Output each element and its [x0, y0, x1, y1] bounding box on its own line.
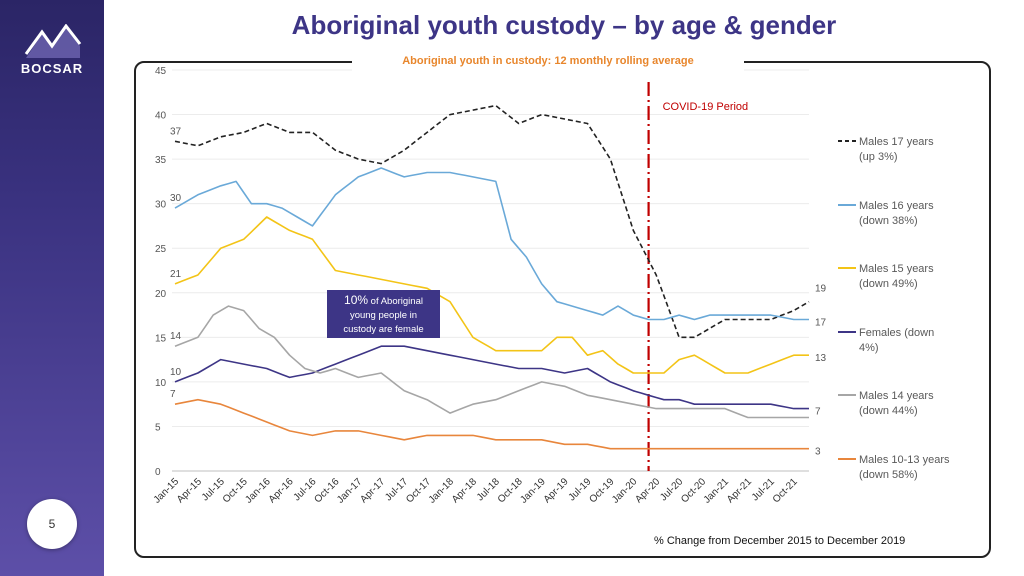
- footnote: % Change from December 2015 to December …: [654, 535, 906, 547]
- y-tick-label: 25: [155, 244, 167, 255]
- series-line-males17: [174, 104, 810, 339]
- covid-period-label: COVID-19 Period: [663, 101, 749, 113]
- callout-text-1: of Aboriginal: [368, 296, 423, 307]
- female-share-callout: 10% of Aboriginal young people in custod…: [327, 290, 440, 338]
- x-tick-label: Oct-21: [771, 476, 800, 505]
- y-tick-label: 40: [155, 111, 167, 122]
- x-tick-label: Jan-17: [335, 476, 365, 506]
- callout-text-2: young people in: [349, 310, 418, 321]
- series-line-males15: [174, 216, 809, 374]
- y-tick-label: 15: [155, 333, 167, 344]
- y-tick-label: 20: [155, 289, 167, 300]
- x-tick-label: Apr-15: [175, 476, 204, 505]
- start-value-label: 30: [170, 193, 182, 204]
- x-tick-label: Apr-20: [633, 476, 662, 505]
- page-number: 5: [27, 499, 77, 549]
- y-tick-label: 45: [155, 66, 167, 77]
- end-value-label: 19: [815, 284, 827, 295]
- logo-text: BOCSAR: [20, 61, 84, 76]
- callout-text-3: custody are female: [343, 324, 424, 335]
- sidebar: BOCSAR 5: [0, 0, 104, 576]
- series-line-males16: [174, 167, 809, 321]
- end-value-label: 13: [815, 353, 827, 364]
- x-tick-label: Apr-18: [450, 476, 479, 505]
- y-tick-label: 30: [155, 200, 167, 211]
- chart-panel: [134, 61, 991, 558]
- x-tick-label: Apr-16: [267, 476, 296, 505]
- end-value-label: 7: [815, 407, 821, 418]
- series-line-females: [174, 345, 809, 410]
- series-line-males14: [174, 305, 809, 419]
- series-line-males1013: [174, 398, 809, 450]
- page-title: Aboriginal youth custody – by age & gend…: [291, 10, 837, 40]
- y-tick-label: 0: [155, 467, 161, 478]
- x-tick-label: Apr-21: [725, 476, 754, 505]
- legend-label-males15: Males 15 years (down 49%): [859, 263, 934, 290]
- start-value-label: 7: [170, 389, 176, 400]
- chart-subtitle: Aboriginal youth in custody: 12 monthly …: [352, 53, 744, 71]
- x-tick-label: Jan-18: [427, 476, 457, 506]
- end-value-label: 17: [815, 318, 827, 329]
- x-tick-label: Jan-21: [702, 476, 732, 506]
- legend-label-males17: Males 17 years (up 3%): [859, 136, 934, 163]
- x-tick-label: Jan-16: [243, 476, 273, 506]
- x-tick-label: Jan-19: [518, 476, 548, 506]
- y-tick-label: 10: [155, 378, 167, 389]
- y-tick-label: 5: [155, 422, 161, 433]
- x-tick-label: Jan-20: [610, 476, 640, 506]
- legend-label-males16: Males 16 years (down 38%): [859, 200, 934, 227]
- x-tick-label: Apr-17: [358, 476, 387, 505]
- callout-percent: 10%: [344, 293, 369, 307]
- legend-label-females: Females (down 4%): [859, 327, 934, 354]
- end-value-label: 3: [815, 447, 821, 458]
- bocsar-logo-icon: [24, 24, 82, 58]
- start-value-label: 21: [170, 269, 182, 280]
- start-value-label: 37: [170, 126, 182, 137]
- start-value-label: 10: [170, 367, 182, 378]
- y-tick-label: 35: [155, 155, 167, 166]
- legend-label-males1013: Males 10-13 years (down 58%): [859, 454, 950, 481]
- x-tick-label: Apr-19: [542, 476, 571, 505]
- legend-label-males14: Males 14 years (down 44%): [859, 390, 934, 417]
- start-value-label: 14: [170, 331, 182, 342]
- x-tick-label: Jan-15: [152, 476, 182, 506]
